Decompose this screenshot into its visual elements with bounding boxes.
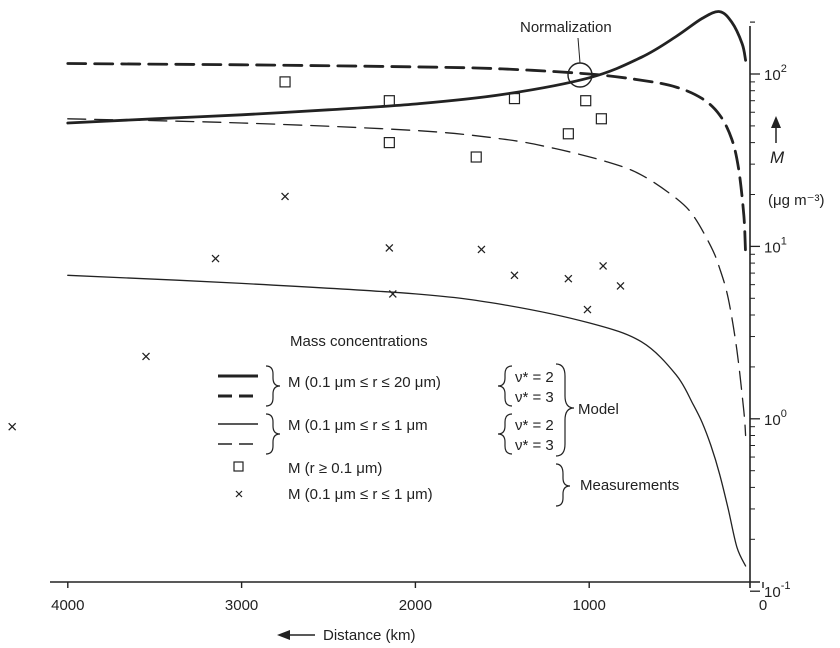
cross-point: [142, 352, 150, 361]
legend-param-0: ν* = 2: [515, 369, 554, 386]
legend-brace-1: [265, 365, 281, 407]
x-axis-arrow-icon: [277, 630, 315, 640]
cross-point: [599, 262, 608, 270]
x-tick-label: 1000: [573, 597, 606, 614]
square-point: [508, 92, 521, 105]
legend-param-1: ν* = 3: [515, 389, 554, 406]
legend-label-2: M (0.1 μm ≤ r ≤ 1 μm: [288, 417, 428, 434]
y-axis-label: M: [770, 148, 785, 167]
legend-param-2: ν* = 2: [515, 417, 554, 434]
x-tick-label: 0: [759, 597, 767, 614]
legend-brace-3: [497, 365, 513, 407]
legend-brace-model: [555, 363, 575, 457]
x-tick-label: 4000: [51, 597, 84, 614]
square-point: [279, 76, 291, 88]
series-line-thick-solid: [66, 10, 747, 125]
normalization-label: Normalization: [520, 19, 612, 36]
legend: Mass concentrations M (0.1 μm ≤ r ≤ 20 μ…: [218, 333, 679, 507]
square-point: [383, 137, 395, 149]
legend-brace-4: [497, 413, 513, 455]
y-tick-label: 10-1: [764, 580, 790, 601]
legend-model-label: Model: [578, 401, 619, 418]
cross-point: [616, 281, 625, 290]
cross-point: [385, 243, 394, 252]
x-axis-label: Distance (km): [323, 627, 416, 644]
cross-point: [477, 245, 486, 254]
y-axis-unit: (μg m⁻³): [768, 192, 825, 209]
cross-point: [281, 192, 290, 201]
y-tick-label: 100: [764, 408, 787, 429]
legend-param-3: ν* = 3: [515, 437, 554, 454]
legend-brace-2: [265, 413, 281, 455]
measurement-crosses: [8, 192, 625, 431]
legend-label-5: M (0.1 μm ≤ r ≤ 1 μm): [288, 486, 433, 503]
legend-swatch-square: [233, 461, 244, 472]
y-tick-label: 101: [764, 235, 787, 256]
series-line-thick-dashed: [66, 62, 747, 256]
x-ticks: 4000 3000 2000 1000 0: [51, 582, 767, 614]
square-point: [470, 151, 482, 163]
y-tick-label: 102: [764, 63, 787, 84]
y-ticks: 10-1 100 101 102: [750, 21, 790, 601]
cross-point: [583, 305, 592, 314]
square-point: [562, 128, 574, 140]
legend-label-0: M (0.1 μm ≤ r ≤ 20 μm): [288, 374, 441, 391]
cross-point: [564, 274, 573, 283]
legend-label-4: M (r ≥ 0.1 μm): [288, 460, 382, 477]
normalization-leader: [577, 37, 581, 64]
cross-point: [211, 254, 220, 263]
cross-point: [388, 289, 397, 298]
model-curves: [66, 10, 747, 567]
x-tick-label: 3000: [225, 597, 258, 614]
square-point: [383, 95, 395, 107]
y-axis-arrow-icon: [771, 116, 781, 143]
x-tick-label: 2000: [399, 597, 432, 614]
series-line-thin-solid: [67, 274, 747, 567]
square-point: [580, 95, 592, 107]
square-point: [595, 113, 607, 125]
measurement-squares: [279, 76, 607, 163]
cross-point: [8, 422, 17, 431]
legend-measurements-label: Measurements: [580, 477, 679, 494]
legend-swatch-cross: [235, 490, 243, 498]
legend-title: Mass concentrations: [290, 333, 428, 350]
cross-point: [510, 271, 519, 280]
legend-brace-measurements: [555, 463, 571, 507]
series-line-thin-dashed: [67, 118, 747, 437]
